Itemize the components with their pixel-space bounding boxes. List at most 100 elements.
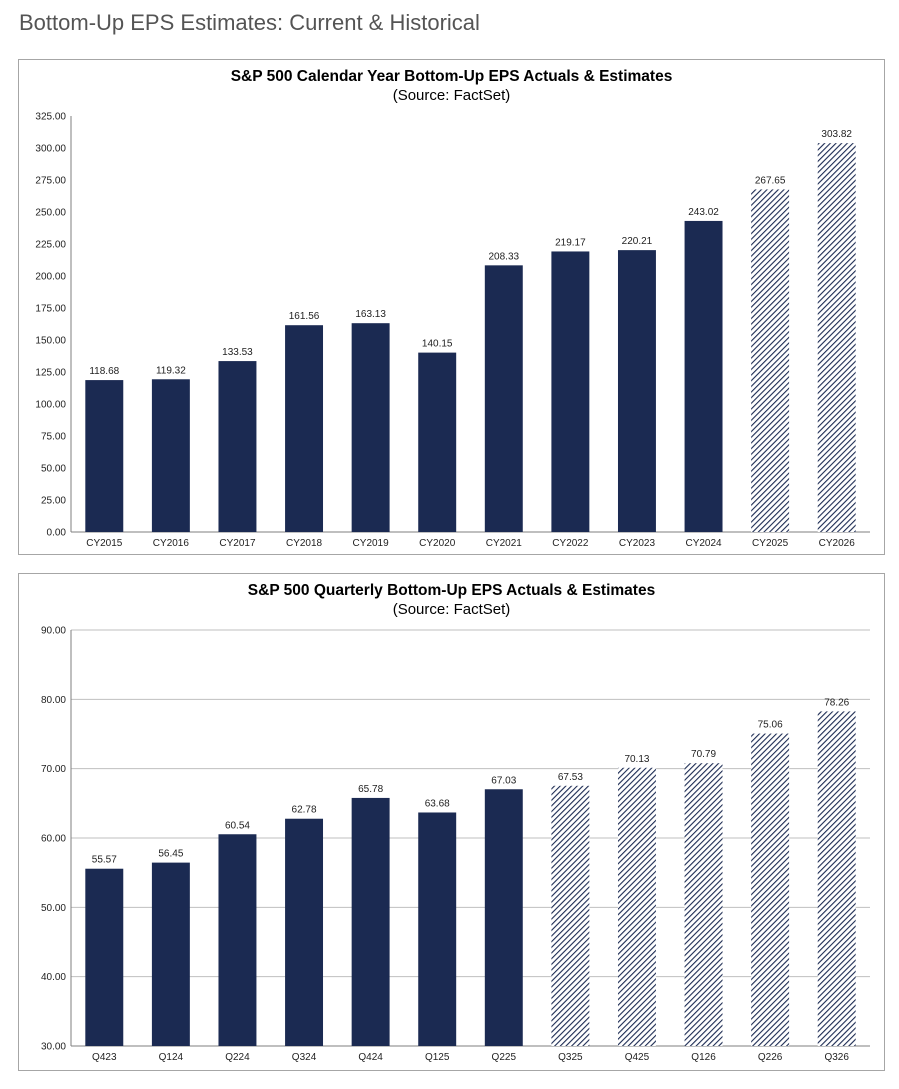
x-tick-label: CY2024 <box>685 538 722 549</box>
y-tick-label: 75.00 <box>41 432 66 443</box>
y-tick-label: 0.00 <box>47 528 67 539</box>
annual-eps-plot: 0.00 25.00 50.00 75.00 100.00 125.00 150.00 175… <box>35 112 870 549</box>
bar-actual <box>151 379 190 532</box>
y-tick-label: 125.00 <box>35 368 66 379</box>
bar-actual <box>285 818 324 1046</box>
x-tick-label: CY2022 <box>552 538 589 549</box>
data-label: 78.26 <box>824 697 849 708</box>
x-tick-label: Q423 <box>92 1052 117 1063</box>
y-tick-label: 40.00 <box>41 972 66 983</box>
y-tick-label: 175.00 <box>35 304 66 315</box>
bar-estimate <box>751 189 790 532</box>
quarterly-eps-plot: 30.00 40.00 50.00 60.00 70.00 80.00 90.00 55.57… <box>41 626 870 1063</box>
data-label: 60.54 <box>225 820 250 831</box>
x-tick-label: Q125 <box>425 1052 450 1063</box>
y-tick-label: 25.00 <box>41 496 66 507</box>
bar-estimate <box>817 711 856 1046</box>
data-label: 219.17 <box>555 237 586 248</box>
y-tick-label: 275.00 <box>35 176 66 187</box>
y-tick-label: 30.00 <box>41 1042 66 1053</box>
data-label: 70.13 <box>624 754 649 765</box>
data-label: 208.33 <box>488 251 519 262</box>
data-label: 63.68 <box>425 798 450 809</box>
y-tick-label: 90.00 <box>41 626 66 637</box>
y-tick-label: 200.00 <box>35 272 66 283</box>
data-label: 56.45 <box>158 849 183 860</box>
annual-eps-chart: S&P 500 Calendar Year Bottom-Up EPS Actu… <box>18 59 885 555</box>
data-label: 161.56 <box>289 311 320 322</box>
bar-actual <box>551 251 590 532</box>
bar-actual <box>484 265 523 532</box>
bar-actual <box>617 250 656 532</box>
x-tick-label: Q225 <box>492 1052 517 1063</box>
y-tick-label: 325.00 <box>35 112 66 123</box>
x-tick-label: CY2023 <box>619 538 656 549</box>
bar-actual <box>351 797 390 1046</box>
x-tick-label: Q424 <box>358 1052 383 1063</box>
data-label: 133.53 <box>222 347 253 358</box>
x-tick-label: Q224 <box>225 1052 250 1063</box>
quarterly-eps-chart: S&P 500 Quarterly Bottom-Up EPS Actuals … <box>18 573 885 1071</box>
data-label: 243.02 <box>688 207 719 218</box>
bar-actual <box>285 325 324 532</box>
data-label: 75.06 <box>758 720 783 731</box>
y-tick-label: 50.00 <box>41 464 66 475</box>
bar-actual <box>484 789 523 1046</box>
x-tick-label: CY2017 <box>219 538 256 549</box>
page-title: Bottom-Up EPS Estimates: Current & Histo… <box>19 10 480 35</box>
bar-estimate <box>684 763 723 1046</box>
data-label: 267.65 <box>755 175 786 186</box>
bar-actual <box>151 862 190 1046</box>
y-tick-label: 60.00 <box>41 834 66 845</box>
y-tick-label: 70.00 <box>41 764 66 775</box>
data-label: 70.79 <box>691 749 716 760</box>
bar-actual <box>418 812 457 1046</box>
data-label: 67.53 <box>558 772 583 783</box>
y-tick-label: 50.00 <box>41 903 66 914</box>
data-label: 163.13 <box>355 309 386 320</box>
y-tick-label: 100.00 <box>35 400 66 411</box>
x-tick-label: Q324 <box>292 1052 317 1063</box>
bar-actual <box>85 380 124 532</box>
data-label: 67.03 <box>491 775 516 786</box>
x-tick-label: CY2018 <box>286 538 323 549</box>
chart-title: S&P 500 Quarterly Bottom-Up EPS Actuals … <box>247 582 656 599</box>
x-tick-label: Q124 <box>159 1052 184 1063</box>
chart-title: S&P 500 Calendar Year Bottom-Up EPS Actu… <box>230 68 673 85</box>
y-tick-label: 150.00 <box>35 336 66 347</box>
y-tick-label: 300.00 <box>35 144 66 155</box>
data-label: 62.78 <box>292 805 317 816</box>
bar-actual <box>418 352 457 532</box>
x-tick-label: CY2021 <box>486 538 523 549</box>
y-tick-label: 225.00 <box>35 240 66 251</box>
x-tick-label: CY2025 <box>752 538 789 549</box>
x-tick-label: Q126 <box>691 1052 716 1063</box>
x-tick-label: CY2020 <box>419 538 456 549</box>
bar-estimate <box>617 767 656 1046</box>
bar-actual <box>218 834 257 1046</box>
x-tick-label: CY2016 <box>153 538 190 549</box>
bar-actual <box>351 323 390 532</box>
data-label: 118.68 <box>89 366 119 377</box>
x-tick-label: Q326 <box>824 1052 849 1063</box>
bar-actual <box>684 220 723 533</box>
y-tick-label: 80.00 <box>41 695 66 706</box>
bar-actual <box>85 868 124 1046</box>
x-tick-label: Q226 <box>758 1052 783 1063</box>
data-label: 303.82 <box>821 129 852 140</box>
x-tick-label: CY2026 <box>819 538 856 549</box>
x-tick-label: Q425 <box>625 1052 650 1063</box>
bar-estimate <box>751 733 790 1046</box>
x-tick-label: Q325 <box>558 1052 583 1063</box>
y-tick-label: 250.00 <box>35 208 66 219</box>
data-label: 220.21 <box>622 236 653 247</box>
data-label: 55.57 <box>92 855 117 866</box>
data-label: 65.78 <box>358 784 383 795</box>
chart-subtitle: (Source: FactSet) <box>392 87 511 104</box>
x-tick-label: CY2019 <box>353 538 390 549</box>
x-tick-label: CY2015 <box>86 538 123 549</box>
data-label: 119.32 <box>156 365 186 376</box>
bar-estimate <box>551 785 590 1046</box>
bar-estimate <box>817 143 856 532</box>
bar-actual <box>218 361 257 532</box>
